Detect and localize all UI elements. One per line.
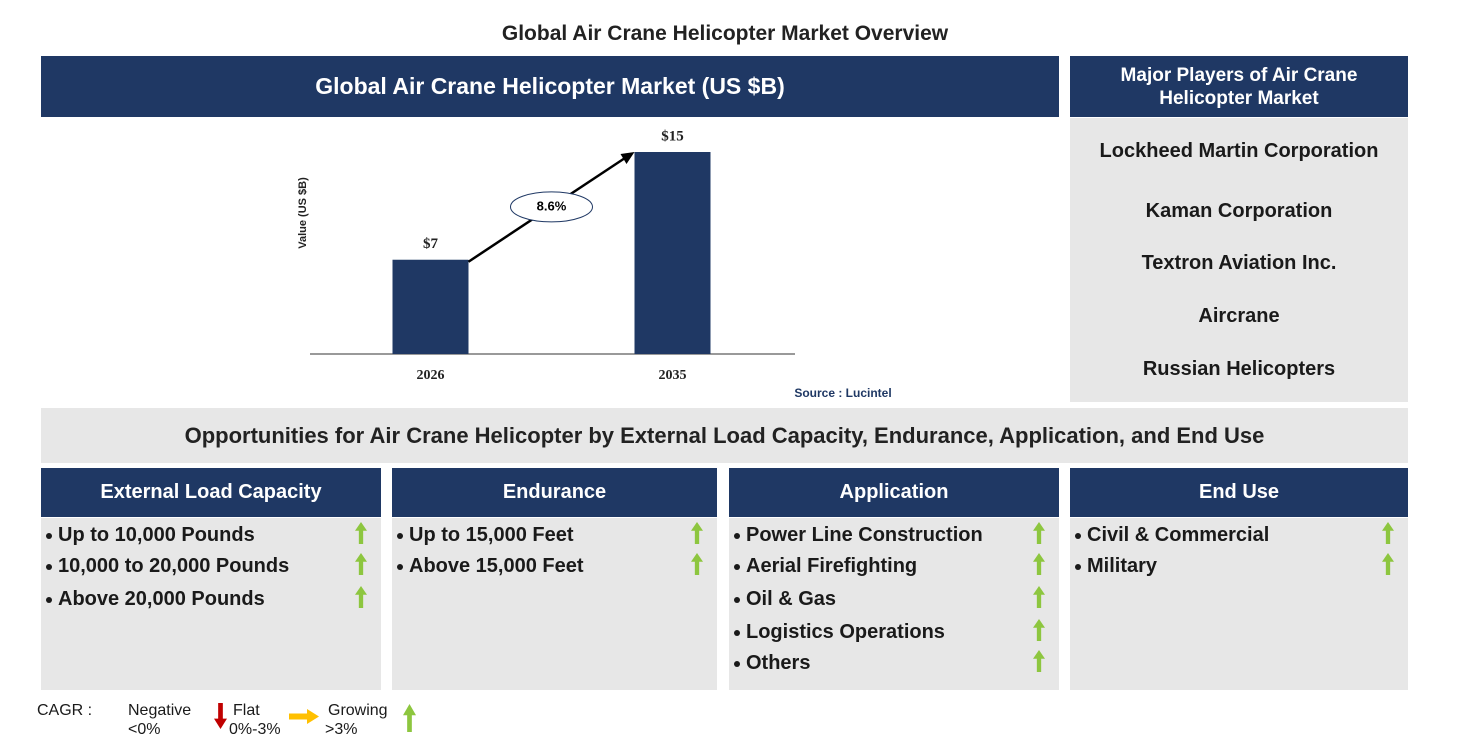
segment-item: 10,000 to 20,000 Pounds xyxy=(58,555,290,577)
legend-range: <0% xyxy=(128,721,161,738)
arrow-shape xyxy=(1033,522,1045,544)
segment-body: Civil & Commercial Military xyxy=(1070,518,1408,690)
arrow-shape xyxy=(691,522,703,544)
arrow-shape xyxy=(691,553,703,575)
trend-arrow xyxy=(1033,619,1045,641)
players-header: Major Players of Air Crane Helicopter Ma… xyxy=(1070,56,1408,117)
arrow-shape xyxy=(1382,553,1394,575)
bullet xyxy=(1075,564,1081,570)
arrow-shape xyxy=(1033,553,1045,575)
segment-header: Application xyxy=(729,468,1059,517)
segment-item: Logistics Operations xyxy=(746,621,945,643)
bullet xyxy=(46,533,52,539)
trend-arrow xyxy=(1033,522,1045,544)
opportunities-header: Opportunities for Air Crane Helicopter b… xyxy=(41,408,1408,463)
bullet xyxy=(734,630,740,636)
bullet xyxy=(397,533,403,539)
legend-arrow xyxy=(403,704,416,732)
cagr-label: 8.6% xyxy=(537,198,567,213)
bullet xyxy=(1075,533,1081,539)
x-tick-label: 2026 xyxy=(417,368,445,383)
legend-arrow xyxy=(289,709,319,724)
arrow-shape xyxy=(1033,650,1045,672)
value-label: $7 xyxy=(423,236,439,252)
segment-item: Up to 15,000 Feet xyxy=(409,524,574,546)
players-panel: Lockheed Martin Corporation Kaman Corpora… xyxy=(1070,118,1408,402)
bullet xyxy=(46,564,52,570)
arrow-shape xyxy=(403,704,416,732)
arrow-shape xyxy=(1382,522,1394,544)
legend-arrow xyxy=(214,703,227,729)
trend-arrow xyxy=(355,553,367,575)
cagr-ellipse xyxy=(510,191,593,223)
y-axis-label: Value (US $B) xyxy=(297,177,309,249)
segment-header: Endurance xyxy=(392,468,717,517)
trend-arrow xyxy=(1033,650,1045,672)
source: Source : Lucintel xyxy=(794,386,891,400)
segment-item: Power Line Construction xyxy=(746,524,983,546)
trend-arrow xyxy=(355,522,367,544)
trend-arrow xyxy=(691,522,703,544)
chart-panel-header: Global Air Crane Helicopter Market (US $… xyxy=(41,56,1059,117)
segment-item: Above 20,000 Pounds xyxy=(58,588,265,610)
segment-item: Aerial Firefighting xyxy=(746,555,918,577)
segment-item: Civil & Commercial xyxy=(1087,524,1270,546)
page-title: Global Air Crane Helicopter Market Overv… xyxy=(501,22,949,45)
legend-range: >3% xyxy=(325,721,358,738)
arrow-shape xyxy=(214,703,227,729)
chart: Value (US $B) Source : Lucintel $7 2026 $1… xyxy=(297,128,892,400)
bullet xyxy=(734,661,740,667)
arrow-shape xyxy=(355,553,367,575)
arrow-shape xyxy=(355,522,367,544)
segment-item: Up to 10,000 Pounds xyxy=(58,524,255,546)
legend-name: Flat xyxy=(233,702,260,719)
trend-arrow xyxy=(691,553,703,575)
growth-arrowhead xyxy=(620,152,635,164)
bullet xyxy=(734,564,740,570)
legend-name: Growing xyxy=(328,702,388,719)
trend-arrow xyxy=(1382,522,1394,544)
bar xyxy=(634,152,711,354)
player-name: Russian Helicopters xyxy=(1142,358,1336,380)
bullet xyxy=(46,597,52,603)
bar xyxy=(392,259,469,354)
player-name: Aircrane xyxy=(1198,305,1280,327)
trend-arrow xyxy=(355,586,367,608)
legend-range: 0%-3% xyxy=(229,721,281,738)
arrow-shape xyxy=(289,709,319,724)
player-name: Lockheed Martin Corporation xyxy=(1099,140,1379,162)
legend-name: Negative xyxy=(128,702,192,719)
bullet xyxy=(734,533,740,539)
x-tick-label: 2035 xyxy=(659,368,687,383)
legend-label: CAGR : xyxy=(37,702,93,719)
bullet xyxy=(734,597,740,603)
segment-item: Others xyxy=(746,652,811,674)
segment-header: External Load Capacity xyxy=(41,468,381,517)
player-name: Textron Aviation Inc. xyxy=(1141,252,1337,274)
segment-item: Above 15,000 Feet xyxy=(409,555,584,577)
segment-body: Up to 15,000 Feet Above 15,000 Feet xyxy=(392,518,717,690)
arrow-shape xyxy=(355,586,367,608)
trend-arrow xyxy=(1033,553,1045,575)
segment-item: Military xyxy=(1087,555,1158,577)
trend-arrow xyxy=(1033,586,1045,608)
player-name: Kaman Corporation xyxy=(1145,200,1333,222)
arrow-shape xyxy=(1033,586,1045,608)
segment-header: End Use xyxy=(1070,468,1408,517)
bullet xyxy=(397,564,403,570)
segment-item: Oil & Gas xyxy=(746,588,837,610)
segment-body: Up to 10,000 Pounds 10,000 to 20,000 Poun… xyxy=(41,518,381,690)
value-label: $15 xyxy=(661,128,684,144)
trend-arrow xyxy=(1382,553,1394,575)
segment-body: Power Line Construction Aerial Firefighti… xyxy=(729,518,1059,690)
arrow-shape xyxy=(1033,619,1045,641)
